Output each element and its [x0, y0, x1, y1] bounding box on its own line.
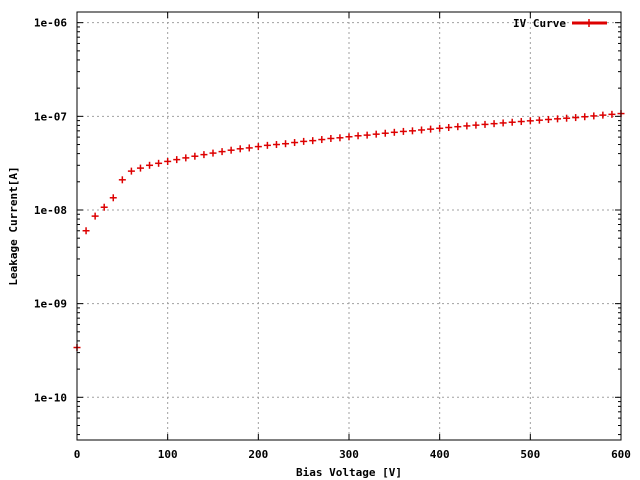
data-point — [581, 113, 589, 121]
data-point — [436, 124, 444, 132]
data-point — [300, 137, 308, 145]
x-tick-label: 200 — [248, 448, 268, 461]
data-point — [155, 159, 163, 167]
data-point — [445, 123, 453, 131]
legend-label: IV Curve — [513, 17, 566, 30]
data-point — [454, 123, 462, 131]
y-tick-label: 1e-07 — [34, 110, 67, 123]
data-point — [463, 122, 471, 130]
data-point — [372, 130, 380, 138]
data-point — [481, 120, 489, 128]
data-point — [526, 117, 534, 125]
data-point — [182, 154, 190, 162]
data-points — [73, 110, 625, 352]
data-point — [263, 141, 271, 149]
data-point — [146, 161, 154, 169]
data-point — [327, 134, 335, 142]
data-point — [309, 137, 317, 145]
data-point — [408, 127, 416, 135]
data-point — [118, 176, 126, 184]
plot-frame — [76, 11, 622, 441]
data-point — [499, 119, 507, 127]
x-tick-label: 500 — [520, 448, 540, 461]
data-point — [272, 141, 280, 149]
data-point — [572, 114, 580, 122]
data-point — [282, 140, 290, 148]
data-point — [82, 227, 90, 235]
y-axis-label: Leakage Current[A] — [7, 166, 20, 285]
data-point — [254, 143, 262, 151]
data-point — [127, 167, 135, 175]
data-point — [517, 118, 525, 126]
data-point — [236, 145, 244, 153]
legend: IV Curve — [513, 17, 607, 30]
x-tick-label: 0 — [74, 448, 81, 461]
data-point — [136, 164, 144, 172]
data-point — [544, 115, 552, 123]
data-point — [318, 136, 326, 144]
data-point — [381, 129, 389, 137]
data-point — [245, 144, 253, 152]
data-point — [399, 127, 407, 135]
data-point — [535, 116, 543, 124]
data-point — [390, 128, 398, 136]
legend-marker — [585, 19, 593, 27]
y-tick-label: 1e-06 — [34, 17, 67, 30]
x-tick-label: 300 — [339, 448, 359, 461]
data-point — [218, 148, 226, 156]
x-tick-label: 100 — [158, 448, 178, 461]
data-point — [554, 115, 562, 123]
data-point — [227, 146, 235, 154]
x-tick-label: 600 — [611, 448, 631, 461]
data-point — [608, 110, 616, 118]
tick-labels: 0 100 200 300 400 500 600 1e-10 1e-09 1e-08 1e-07 1… — [34, 17, 631, 461]
y-tick-label: 1e-08 — [34, 204, 67, 217]
data-point — [109, 194, 117, 202]
data-point — [91, 212, 99, 220]
x-axis-label: Bias Voltage [V] — [296, 466, 402, 479]
data-point — [173, 156, 181, 164]
data-point — [508, 118, 516, 126]
data-point — [472, 121, 480, 129]
data-point — [191, 152, 199, 160]
y-tick-label: 1e-10 — [34, 391, 67, 404]
axis-ticks — [76, 12, 622, 440]
y-tick-label: 1e-09 — [34, 298, 67, 311]
data-point — [336, 134, 344, 142]
data-point — [291, 139, 299, 147]
data-point — [590, 112, 598, 120]
grid — [77, 12, 621, 440]
data-point — [100, 203, 108, 211]
data-point — [164, 157, 172, 165]
data-point — [363, 131, 371, 139]
data-point — [200, 151, 208, 159]
data-point — [418, 126, 426, 134]
x-tick-label: 400 — [430, 448, 450, 461]
data-point — [354, 132, 362, 140]
data-point — [599, 111, 607, 119]
data-point — [345, 133, 353, 141]
data-point — [563, 114, 571, 122]
data-point — [490, 120, 498, 128]
data-point — [427, 125, 435, 133]
data-point — [209, 149, 217, 157]
